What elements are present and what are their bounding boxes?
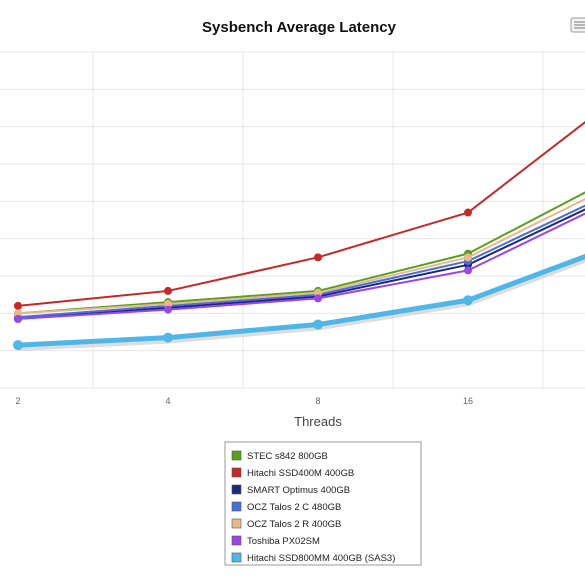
legend-item[interactable]: OCZ Talos 2 R 400GB <box>231 518 341 530</box>
series-toshiba-px02sm <box>14 212 585 323</box>
legend-label: OCZ Talos 2 C 480GB <box>247 502 341 513</box>
x-tick-label: 8 <box>315 396 320 406</box>
x-tick-label: 16 <box>463 396 473 406</box>
legend-label: Toshiba PX02SM <box>247 536 320 547</box>
data-point[interactable] <box>313 319 323 330</box>
legend-label: Hitachi SSD400M 400GB <box>247 468 354 479</box>
data-point[interactable] <box>464 253 472 262</box>
legend-swatch <box>231 501 242 512</box>
x-tick-label: 4 <box>165 396 170 406</box>
legend-item[interactable]: SMART Optimus 400GB <box>231 484 350 496</box>
legend-box <box>224 441 422 566</box>
legend-label: Hitachi SSD800MM 400GB (SAS3) <box>247 553 395 564</box>
legend-label: OCZ Talos 2 R 400GB <box>247 519 341 530</box>
data-point[interactable] <box>464 208 472 217</box>
series-layer <box>13 120 585 352</box>
data-point[interactable] <box>14 309 22 318</box>
data-point[interactable] <box>314 253 322 262</box>
legend-item[interactable]: Hitachi SSD800MM 400GB (SAS3) <box>231 552 395 564</box>
legend-swatch <box>231 518 242 529</box>
data-point[interactable] <box>464 266 472 275</box>
legend-swatch <box>231 552 242 563</box>
data-point[interactable] <box>13 340 23 351</box>
legend-item[interactable]: Hitachi SSD400M 400GB <box>231 467 354 479</box>
legend-swatch <box>231 450 242 461</box>
data-point[interactable] <box>463 295 473 306</box>
series-ocz-talos-2-c-480gb <box>14 204 585 322</box>
series-smart-optimus-400gb <box>14 208 585 323</box>
data-point[interactable] <box>14 301 22 310</box>
legend-item[interactable]: STEC s842 800GB <box>231 450 328 462</box>
legend-item[interactable]: OCZ Talos 2 C 480GB <box>231 501 341 513</box>
x-axis-ticks: 2 4 8 16 <box>15 396 473 406</box>
legend-item[interactable]: Toshiba PX02SM <box>231 535 320 547</box>
legend-label: SMART Optimus 400GB <box>247 485 350 496</box>
chart-title: Sysbench Average Latency <box>202 19 397 36</box>
data-point[interactable] <box>164 300 172 308</box>
legend-swatch <box>231 484 242 495</box>
legend-swatch <box>231 467 242 478</box>
series-hitachi-ssd400m-400gb <box>14 120 585 310</box>
series-line <box>17 212 585 320</box>
x-axis-title: Threads <box>294 414 342 429</box>
data-point[interactable] <box>14 314 22 323</box>
data-point[interactable] <box>164 305 172 314</box>
export-menu-icon[interactable] <box>570 17 585 33</box>
data-point[interactable] <box>164 286 172 295</box>
series-hitachi-ssd800mm-400gb-sas3 <box>13 253 585 352</box>
legend-label: STEC s842 800GB <box>247 451 328 462</box>
chart-grid <box>0 51 585 389</box>
legend: STEC s842 800GB Hitachi SSD400M 400GB SMAR… <box>224 441 422 566</box>
data-point[interactable] <box>314 288 322 297</box>
data-point[interactable] <box>314 294 322 303</box>
x-tick-label: 2 <box>15 396 20 406</box>
data-point[interactable] <box>163 332 173 343</box>
legend-swatch <box>231 535 242 546</box>
series-ocz-talos-2-r-400gb <box>14 197 585 318</box>
